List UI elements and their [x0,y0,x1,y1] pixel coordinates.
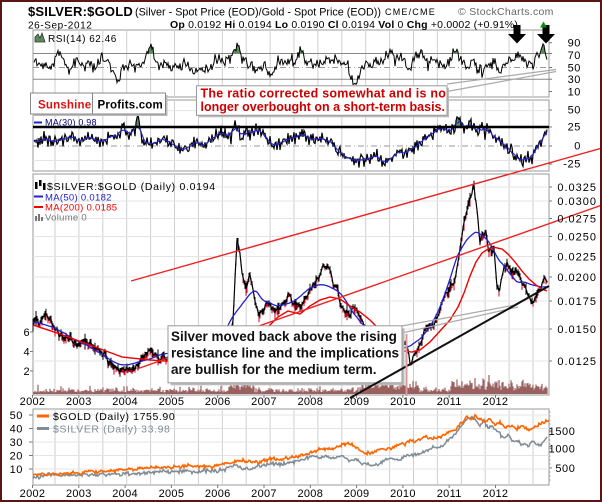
svg-text:The ratio corrected somewhat a: The ratio corrected somewhat and is no [201,87,447,101]
svg-text:0.0125: 0.0125 [557,356,597,368]
svg-text:2011: 2011 [437,488,462,500]
svg-text:1500: 1500 [549,426,576,438]
svg-text:2004: 2004 [112,488,138,500]
svg-text:2006: 2006 [205,488,231,500]
svg-text:90: 90 [568,38,581,50]
svg-text:0.0150: 0.0150 [557,324,597,336]
svg-text:Sunshine: Sunshine [38,100,91,112]
svg-text:0.0300: 0.0300 [557,196,597,208]
svg-text:50: 50 [10,410,23,422]
svg-text:2003: 2003 [66,396,92,408]
svg-text:MA(50) 0.0182: MA(50) 0.0182 [45,193,112,204]
svg-text:2: 2 [23,366,30,378]
svg-text:© StockCharts.com: © StockCharts.com [458,6,554,18]
svg-text:26-Sep-2012: 26-Sep-2012 [28,21,92,32]
svg-text:20: 20 [10,451,23,463]
svg-text:50: 50 [568,62,581,74]
svg-text:$SILVER (Daily) 33.98: $SILVER (Daily) 33.98 [53,424,170,436]
svg-text:2005: 2005 [159,396,185,408]
svg-text:are bullish for the medium ter: are bullish for the medium term. [171,362,377,377]
svg-text:70: 70 [568,50,581,62]
svg-text:RSI(14) 62.46: RSI(14) 62.46 [48,34,117,45]
svg-text:longer overbought on a short-t: longer overbought on a short-term basis. [201,100,445,114]
svg-text:6: 6 [23,327,30,339]
svg-text:2008: 2008 [297,488,323,500]
svg-text:0.0225: 0.0225 [557,252,597,264]
svg-text:2011: 2011 [437,396,462,408]
svg-text:2009: 2009 [344,488,370,500]
svg-text:-25: -25 [563,159,581,171]
svg-text:30: 30 [10,437,23,449]
svg-text:Volume 0: Volume 0 [45,213,87,224]
svg-text:$GOLD (Daily) 1755.90: $GOLD (Daily) 1755.90 [53,411,175,423]
svg-text:10: 10 [568,86,581,98]
svg-text:(Silver - Spot Price (EOD)/Gol: (Silver - Spot Price (EOD)/Gold - Spot P… [135,7,381,19]
svg-text:25: 25 [568,122,581,134]
svg-text:$SILVER:$GOLD (Daily) 0.0194: $SILVER:$GOLD (Daily) 0.0194 [47,181,216,193]
svg-text:0.0175: 0.0175 [557,296,597,308]
svg-text:1000: 1000 [549,443,576,455]
svg-text:resistance line and the implic: resistance line and the implications [171,345,399,360]
svg-text:2012: 2012 [483,488,509,500]
svg-text:2007: 2007 [251,488,277,500]
svg-text:40: 40 [10,424,23,436]
svg-text:2010: 2010 [390,488,416,500]
svg-text:$SILVER:$GOLD: $SILVER:$GOLD [28,4,133,19]
svg-text:CME/CME: CME/CME [385,7,436,17]
svg-text:2008: 2008 [297,396,323,408]
svg-text:500: 500 [555,463,575,475]
svg-text:2009: 2009 [344,396,370,408]
svg-text:2003: 2003 [66,488,92,500]
svg-text:Op 0.0192 Hi 0.0194 Lo 0.0190: Op 0.0192 Hi 0.0194 Lo 0.0190 Cl 0.0194 … [170,19,518,31]
svg-text:2004: 2004 [112,396,138,408]
svg-text:MA(30) 0.98: MA(30) 0.98 [45,118,97,128]
svg-text:50: 50 [568,105,581,117]
svg-text:Silver moved back above the ri: Silver moved back above the rising [171,329,397,344]
svg-text:0.0325: 0.0325 [557,182,597,194]
svg-text:0.0275: 0.0275 [557,214,597,226]
svg-text:2007: 2007 [251,396,277,408]
svg-text:2005: 2005 [159,488,185,500]
svg-text:Profits.com: Profits.com [98,100,163,112]
svg-text:0: 0 [574,141,581,153]
svg-text:2010: 2010 [390,396,416,408]
svg-text:10: 10 [10,464,23,476]
svg-text:2002: 2002 [20,396,46,408]
svg-text:30: 30 [568,74,581,86]
svg-text:2002: 2002 [20,488,46,500]
svg-text:0.0200: 0.0200 [557,272,597,284]
svg-text:0.0250: 0.0250 [557,232,597,244]
svg-text:4: 4 [23,347,30,359]
svg-text:MA(200) 0.0185: MA(200) 0.0185 [45,203,117,214]
svg-text:2006: 2006 [205,396,231,408]
svg-text:2012: 2012 [483,396,509,408]
